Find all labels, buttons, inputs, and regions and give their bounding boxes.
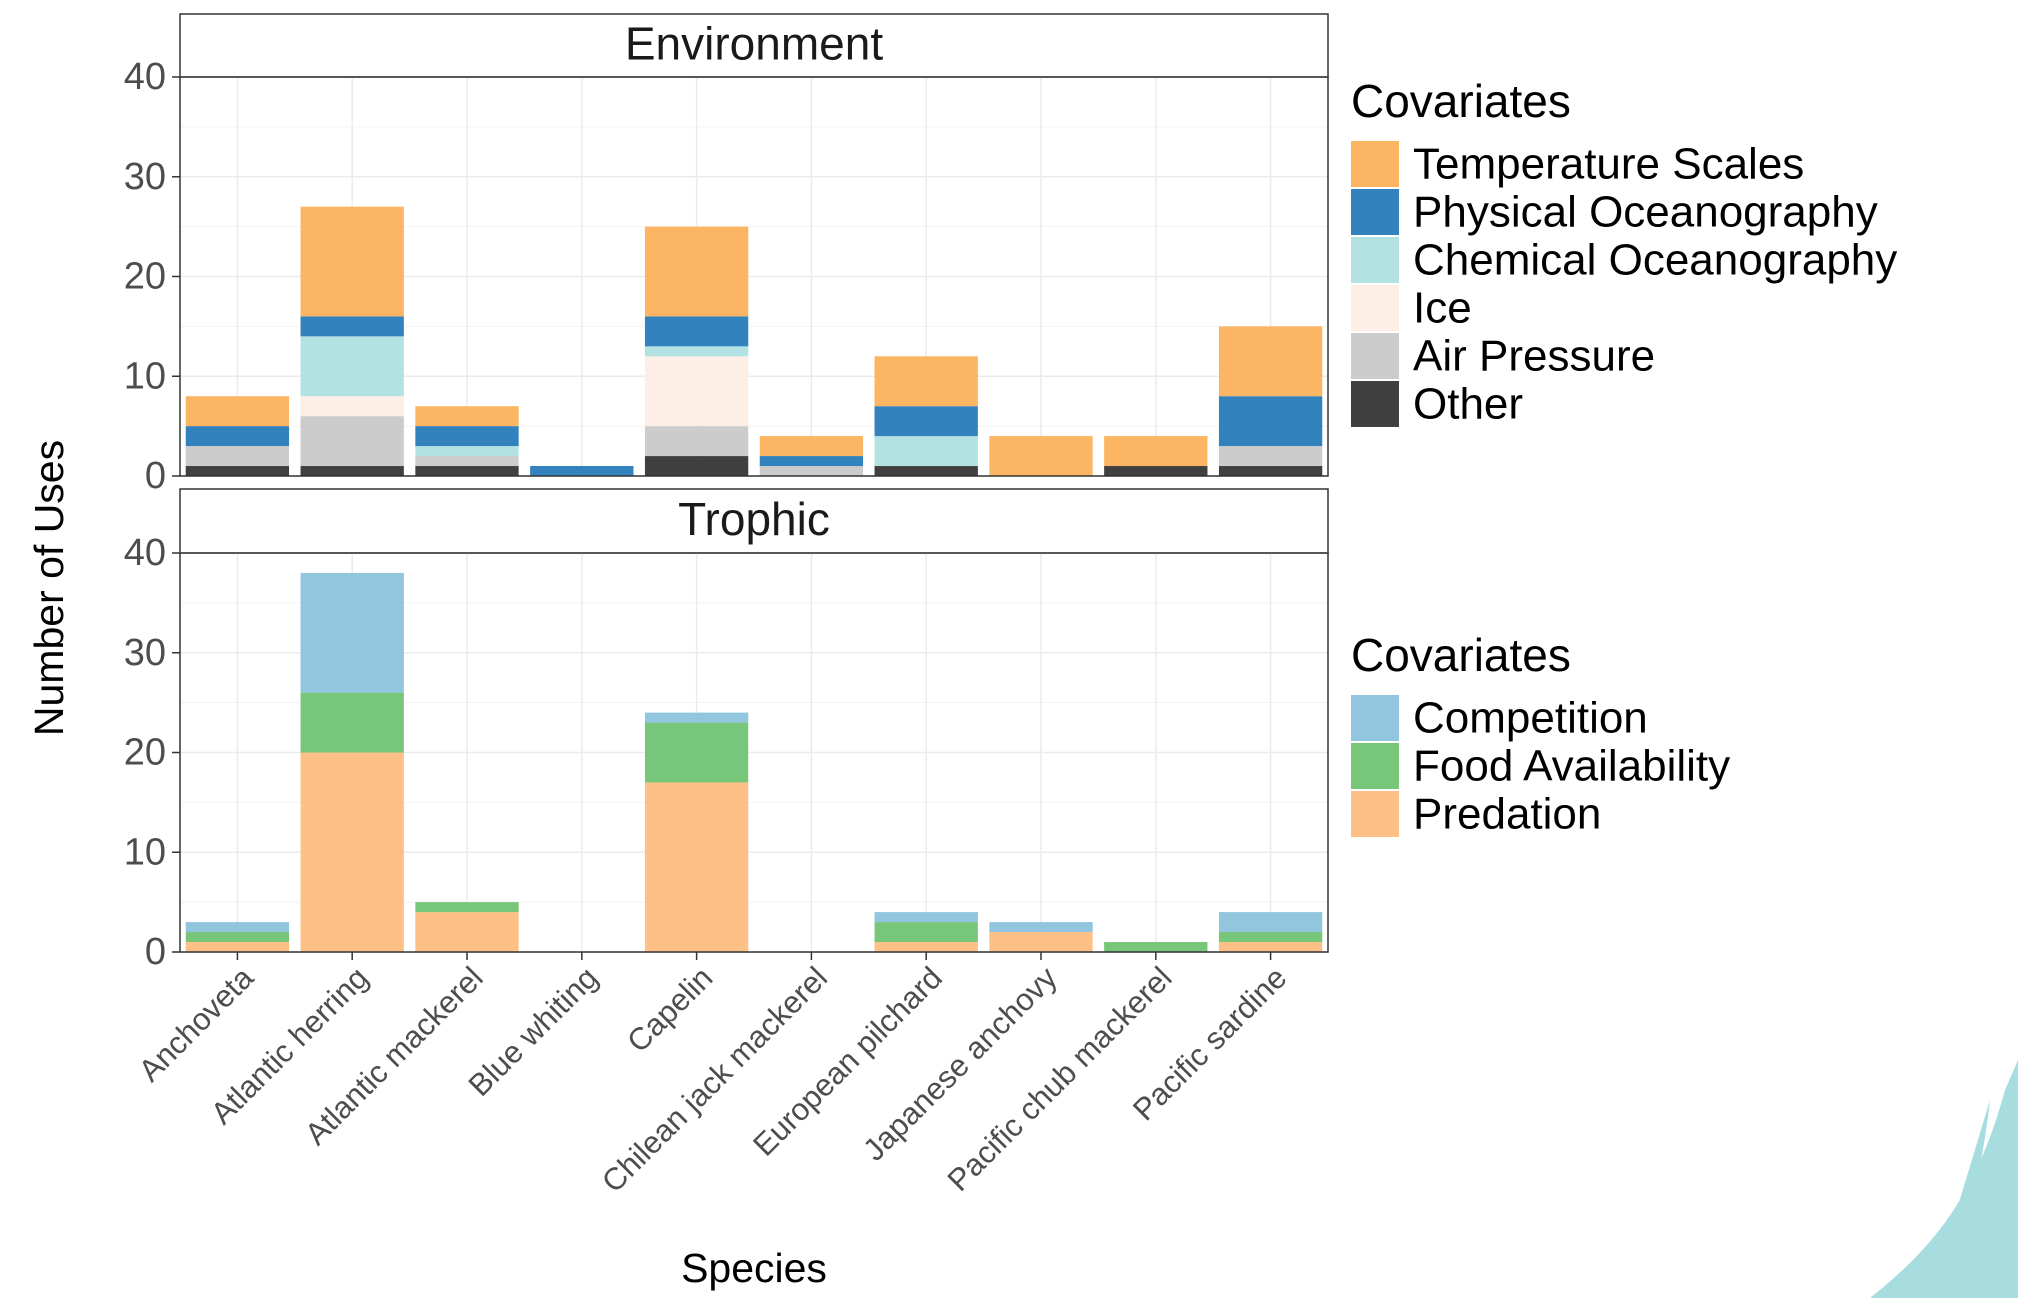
bar-segment bbox=[1104, 466, 1207, 476]
y-tick-label: 30 bbox=[124, 632, 166, 674]
bar-segment bbox=[301, 207, 404, 317]
bar-segment bbox=[875, 912, 978, 922]
bar-segment bbox=[301, 693, 404, 753]
y-tick-label: 20 bbox=[124, 732, 166, 774]
y-tick-label: 20 bbox=[124, 256, 166, 298]
legend-key bbox=[1351, 189, 1399, 235]
legend-key bbox=[1351, 285, 1399, 331]
bar-segment bbox=[301, 396, 404, 416]
legend-key bbox=[1351, 791, 1399, 837]
legend-label: Predation bbox=[1413, 790, 1601, 839]
legend-label: Temperature Scales bbox=[1413, 140, 1804, 189]
bar-segment bbox=[1219, 396, 1322, 446]
bar-segment bbox=[1104, 942, 1207, 952]
bar-segment bbox=[415, 902, 518, 912]
bar-segment bbox=[989, 932, 1092, 952]
legend-title: Covariates bbox=[1351, 75, 1571, 127]
y-tick-label: 30 bbox=[124, 156, 166, 198]
legend-key bbox=[1351, 695, 1399, 741]
bar-segment bbox=[645, 316, 748, 346]
y-tick-label: 0 bbox=[145, 931, 166, 973]
bar-segment bbox=[1219, 446, 1322, 466]
bar-segment bbox=[645, 723, 748, 783]
bar-segment bbox=[301, 336, 404, 396]
legend-label: Air Pressure bbox=[1413, 332, 1655, 381]
bar-segment bbox=[875, 356, 978, 406]
legend-key bbox=[1351, 237, 1399, 283]
bar-segment bbox=[530, 466, 633, 476]
bar-segment bbox=[186, 426, 289, 446]
legend-label: Food Availability bbox=[1413, 742, 1730, 791]
bar-segment bbox=[415, 426, 518, 446]
decoration bbox=[1870, 1060, 2018, 1298]
y-tick-label: 40 bbox=[124, 532, 166, 574]
bar-segment bbox=[875, 942, 978, 952]
bar-segment bbox=[645, 356, 748, 426]
panel-title: Trophic bbox=[678, 493, 830, 545]
y-axis-title: Number of Uses bbox=[26, 440, 72, 736]
bar-segment bbox=[645, 782, 748, 952]
y-tick-label: 40 bbox=[124, 56, 166, 98]
bar-segment bbox=[875, 466, 978, 476]
bar-segment bbox=[875, 436, 978, 466]
legend-key bbox=[1351, 141, 1399, 187]
bar-segment bbox=[1219, 466, 1322, 476]
bar-segment bbox=[186, 396, 289, 426]
bar-segment bbox=[415, 912, 518, 952]
legend-key bbox=[1351, 333, 1399, 379]
bar-segment bbox=[301, 316, 404, 336]
bar-segment bbox=[989, 922, 1092, 932]
x-tick-label: European pilchard bbox=[746, 960, 949, 1163]
bar-segment bbox=[645, 426, 748, 456]
bar-segment bbox=[989, 436, 1092, 476]
x-tick-label: Pacific chub mackerel bbox=[941, 960, 1179, 1198]
bar-segment bbox=[186, 466, 289, 476]
bar-segment bbox=[645, 713, 748, 723]
y-tick-label: 10 bbox=[124, 831, 166, 873]
bar-segment bbox=[186, 446, 289, 466]
bar-segment bbox=[301, 753, 404, 953]
bar-segment bbox=[186, 932, 289, 942]
legend-key bbox=[1351, 381, 1399, 427]
legend-label: Competition bbox=[1413, 694, 1648, 743]
bar-segment bbox=[1219, 932, 1322, 942]
legend-label: Other bbox=[1413, 380, 1523, 429]
bar-segment bbox=[301, 466, 404, 476]
legend-key bbox=[1351, 743, 1399, 789]
bar-segment bbox=[1219, 912, 1322, 932]
bar-segment bbox=[760, 466, 863, 476]
bar-segment bbox=[301, 573, 404, 693]
bar-segment bbox=[301, 416, 404, 466]
bar-segment bbox=[760, 456, 863, 466]
bar-segment bbox=[1219, 942, 1322, 952]
bar-segment bbox=[415, 406, 518, 426]
x-tick-label: Capelin bbox=[620, 960, 719, 1059]
panel-title: Environment bbox=[625, 18, 883, 70]
bar-segment bbox=[415, 446, 518, 456]
bar-segment bbox=[645, 227, 748, 317]
bar-segment bbox=[875, 922, 978, 942]
bar-segment bbox=[186, 942, 289, 952]
legend-label: Physical Oceanography bbox=[1413, 188, 1878, 237]
bar-segment bbox=[415, 466, 518, 476]
legend-title: Covariates bbox=[1351, 629, 1571, 681]
x-axis-title: Species bbox=[681, 1245, 827, 1291]
y-tick-label: 10 bbox=[124, 355, 166, 397]
legend-label: Ice bbox=[1413, 284, 1472, 333]
bar-segment bbox=[415, 456, 518, 466]
legend-label: Chemical Oceanography bbox=[1413, 236, 1897, 285]
bar-segment bbox=[645, 346, 748, 356]
bar-segment bbox=[760, 436, 863, 456]
y-tick-label: 0 bbox=[145, 455, 166, 497]
x-tick-label: Japanese anchovy bbox=[856, 960, 1064, 1168]
bar-segment bbox=[186, 922, 289, 932]
x-tick-label: Chilean jack mackerel bbox=[595, 960, 834, 1199]
bar-segment bbox=[1219, 326, 1322, 396]
bar-segment bbox=[875, 406, 978, 436]
bar-segment bbox=[645, 456, 748, 476]
bar-segment bbox=[1104, 436, 1207, 466]
chart: Environment 0 10 20 30 40 Number of Uses Covari… bbox=[0, 0, 2018, 1298]
